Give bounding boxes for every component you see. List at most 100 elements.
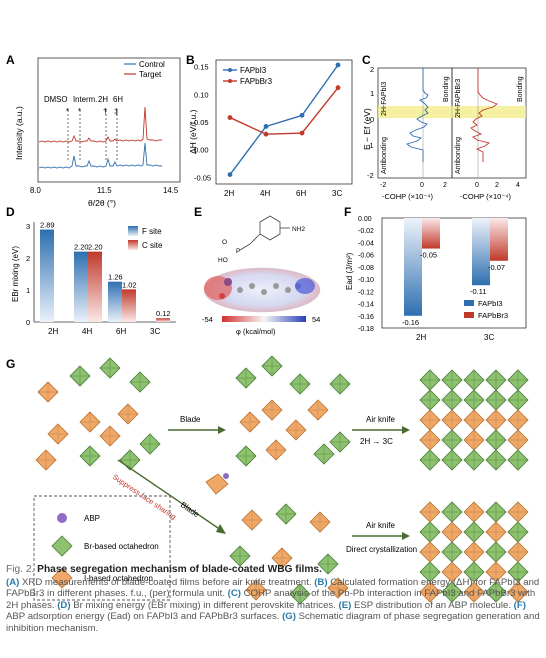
- abp-structure: [239, 215, 290, 251]
- xtick-l-0: 0: [420, 182, 424, 189]
- panel-b-series: [227, 62, 341, 177]
- caption-label-a: (A): [6, 576, 20, 588]
- panel-g-legend-box: [33, 495, 171, 601]
- panel-b: B ΔH (eV/f.u.) 0.15 0.10 0.05 0.00 -0.05 2H 4…: [186, 53, 353, 198]
- panel-d-ytick: 2: [26, 254, 30, 263]
- caption-label-c: (C): [227, 588, 241, 600]
- panel-f-ytick: -0.08: [358, 265, 374, 272]
- panel-f-ytick: -0.16: [358, 314, 374, 321]
- panel-d-xtick: 6H: [116, 327, 126, 336]
- panel-d-xtick: 4H: [82, 327, 92, 336]
- legend-fapbbr3: FAPbBr3: [240, 77, 273, 86]
- legend-abp: ABP: [84, 514, 100, 523]
- panel-d-bar: [40, 229, 54, 322]
- panel-b-ylabel: ΔH (eV/f.u.): [188, 109, 198, 154]
- panel-label-d: D: [6, 205, 15, 219]
- panel-f-ylabel: Ead (J/m²): [345, 252, 354, 290]
- annot-2h: 2H: [98, 95, 108, 104]
- panel-label-c: C: [362, 53, 371, 67]
- bonding-left: Bonding: [443, 76, 450, 102]
- xtick-r-2: 2: [495, 182, 499, 189]
- annot-interm: Interm.: [73, 95, 97, 104]
- colorbar-label: φ (kcal/mol): [236, 327, 276, 336]
- marker-2h: †: [103, 107, 107, 116]
- i-legend-icon: [51, 567, 73, 589]
- panel-b-ytick: 0.05: [194, 118, 209, 127]
- panel-d-value-label: 2.20: [88, 243, 103, 252]
- panel-c-ylabel: E − Ef (eV): [362, 108, 372, 150]
- direct-label: Direct crystallization: [346, 545, 417, 554]
- panel-a: A Intensity (a.u.) Control Target DMSO I…: [6, 53, 181, 208]
- legend-br: Br-based octahedron: [84, 542, 159, 551]
- panel-d-bar: [108, 281, 122, 322]
- o-label: O: [222, 239, 227, 246]
- panel-f-frame: [381, 217, 527, 329]
- panel-a-frame: [37, 57, 181, 183]
- phase-right: 2H-FAPbBr3: [455, 79, 462, 118]
- panel-f-xtick: 2H: [416, 333, 426, 342]
- panel-b-xtick: 2H: [224, 189, 234, 198]
- panel-g: G Blade Air knife 2H → 3C Blade Suppress…: [6, 355, 529, 605]
- panel-d-bars: 2.89 2.20 2.20 1.261.02 0.12: [40, 221, 171, 322]
- panel-b-yticks: 0.15 0.10 0.05 0.00 -0.05: [194, 63, 211, 183]
- xtick-l-2: 2: [443, 182, 447, 189]
- panel-b-line-1: [229, 87, 339, 135]
- panel-a-ylabel: Intensity (a.u.): [14, 106, 24, 160]
- panel-d-value-label: 2.20: [74, 243, 89, 252]
- panel-d-bar: [156, 318, 170, 322]
- panel-f-ytick: -0.06: [358, 253, 374, 260]
- panel-b-ytick: 0.10: [194, 90, 209, 99]
- panel-b-ytick: 0.00: [194, 146, 209, 155]
- panel-f-ytick: -0.02: [358, 228, 374, 235]
- caption-body: (A) XRD measurements of blade-coated fil…: [6, 577, 540, 634]
- xtick-11: 11.5: [97, 186, 112, 195]
- panel-b-line-0: [229, 64, 339, 176]
- caption-fig-label: Fig. 2.: [6, 564, 35, 575]
- panel-c: C E − Ef (eV) 2 1 0 -1 -2 2H-FAPbI3 2H-F…: [362, 53, 527, 201]
- panel-d-ylabel: EBr mixing (eV): [11, 246, 20, 302]
- annot-dmso: DMSO: [44, 95, 67, 104]
- esp-colorbar: [222, 316, 306, 322]
- panel-a-xlabel: θ/2θ (°): [88, 198, 116, 208]
- legend-i: I-based octahedron: [84, 574, 153, 583]
- ytick-2: 2: [370, 65, 374, 74]
- panel-f-yticks: 0.00 -0.02 -0.04 -0.06 -0.08 -0.10 -0.12 -0.14 -…: [358, 216, 374, 333]
- caption-label-d: (D): [57, 599, 71, 611]
- panel-f: F Ead (J/m²) 0.00 -0.02 -0.04 -0.06 -0.08 -0.…: [344, 205, 527, 342]
- panel-d-value-label: 0.12: [156, 309, 171, 318]
- xlabel-right: -COHP (×10⁻⁴): [460, 192, 512, 201]
- air-knife-top-label: Air knife: [366, 415, 395, 424]
- marker-6h: ‡: [114, 107, 118, 116]
- marker-interm: *: [78, 107, 81, 116]
- panel-b-xtick: 4H: [260, 189, 270, 198]
- panel-d-xticks: 2H 4H 6H 3C: [48, 327, 160, 336]
- suppress-label: Suppress face sharing: [111, 472, 178, 521]
- xtick-l-m2: -2: [380, 182, 386, 189]
- caption-label-f: (F): [513, 599, 526, 611]
- transition-label: 2H → 3C: [360, 437, 393, 446]
- panel-d-bar: [88, 251, 102, 322]
- panel-f-value-label: -0.07: [488, 263, 505, 272]
- panel-f-xtick: 3C: [484, 333, 494, 342]
- ytick-1: 1: [370, 89, 374, 98]
- panel-g-octahedra: [35, 355, 529, 605]
- legend-f-fapbi3: FAPbI3: [478, 299, 503, 308]
- phase-left: 2H-FAPbI3: [381, 82, 388, 116]
- blade-top-label: Blade: [180, 415, 201, 424]
- panel-b-point: [299, 112, 305, 118]
- abp-molecule: [223, 473, 229, 479]
- panel-d-ytick: 0: [26, 318, 30, 327]
- colorbar-min: -54: [202, 315, 213, 324]
- caption-label-g: (G): [282, 611, 296, 623]
- caption-text-d: Br mixing energy (EBr mixing) in differe…: [70, 599, 339, 611]
- panel-f-ytick: -0.18: [358, 326, 374, 333]
- p-label: P: [236, 248, 240, 255]
- caption-title-line: Fig. 2. Phase segregation mechanism of b…: [6, 564, 540, 576]
- panel-f-bar: [472, 218, 490, 286]
- legend-f-site: F site: [142, 227, 162, 236]
- antibonding-left: Antibonding: [381, 137, 388, 174]
- panel-f-ytick: -0.04: [358, 240, 374, 247]
- caption-label-b: (B): [314, 576, 328, 588]
- panel-d: D EBr mixing (eV) 3 2 1 0 2.89 2.20 2.20 1.261…: [6, 205, 176, 336]
